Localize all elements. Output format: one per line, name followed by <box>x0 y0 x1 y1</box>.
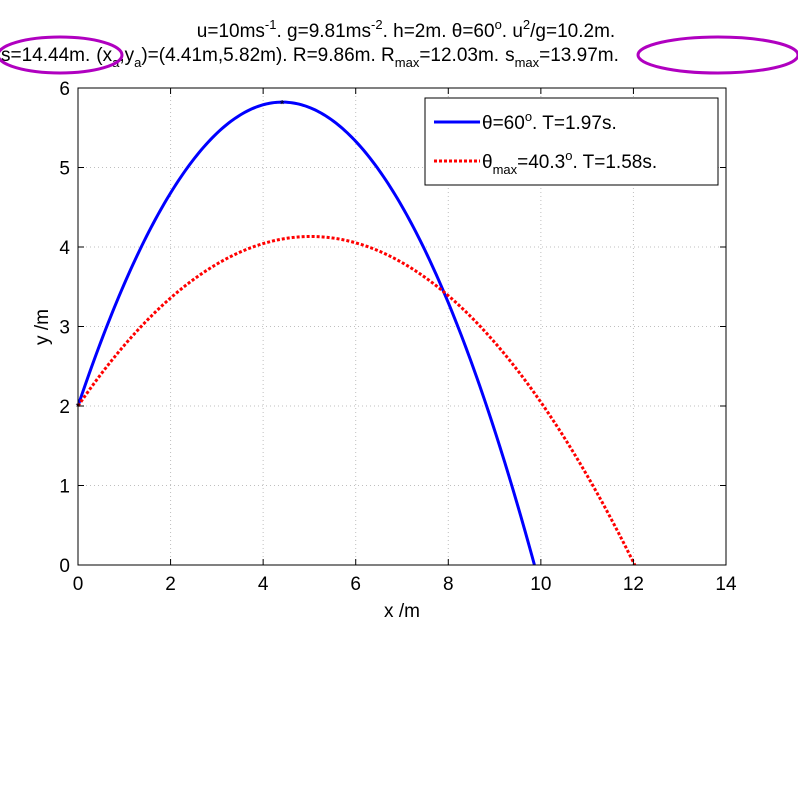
y-axis-label: y /m <box>32 309 53 345</box>
title-line-2: s=14.44m. (xa,ya)=(4.41m,5.82m). R=9.86m.… <box>1 45 619 70</box>
y-tick-label: 0 <box>59 556 70 577</box>
trajectory-series-1 <box>76 100 536 566</box>
y-tick-label: 2 <box>59 397 70 418</box>
apex-marker: * <box>280 97 285 111</box>
y-tick-label: 4 <box>59 238 70 259</box>
x-tick-label: 8 <box>443 574 454 595</box>
x-axis-label: x /m <box>384 601 420 622</box>
s-value: s=14.44m. <box>1 45 90 66</box>
x-tick-label: 14 <box>715 574 737 595</box>
highlight-ellipse-smax <box>636 35 798 75</box>
x-tick-label: 10 <box>530 574 551 595</box>
y-tick-label: 5 <box>59 159 70 180</box>
title-line-1: u=10ms-1. g=9.81ms-2. h=2m. θ=60o. u2/g=… <box>197 17 615 42</box>
highlight-ellipse-s <box>0 35 124 75</box>
x-tick-label: 0 <box>73 574 84 595</box>
trajectory-series-2 <box>76 234 637 566</box>
x-tick-label: 12 <box>623 574 644 595</box>
legend-label-series-2: θmax=40.3o. T=1.58s. <box>482 148 657 177</box>
x-tick-label: 6 <box>350 574 361 595</box>
legend: θ=60o. T=1.97s. θmax=40.3o. T=1.58s. <box>424 97 719 186</box>
x-tick-label: 2 <box>165 574 176 595</box>
y-tick-label: 6 <box>59 79 70 100</box>
x-tick-label: 4 <box>258 574 269 595</box>
legend-box <box>424 97 719 186</box>
legend-label-series-1: θ=60o. T=1.97s. <box>482 109 617 134</box>
y-tick-label: 1 <box>59 477 70 498</box>
y-tick-label: 3 <box>59 318 70 339</box>
smax-value: s <box>505 45 515 66</box>
